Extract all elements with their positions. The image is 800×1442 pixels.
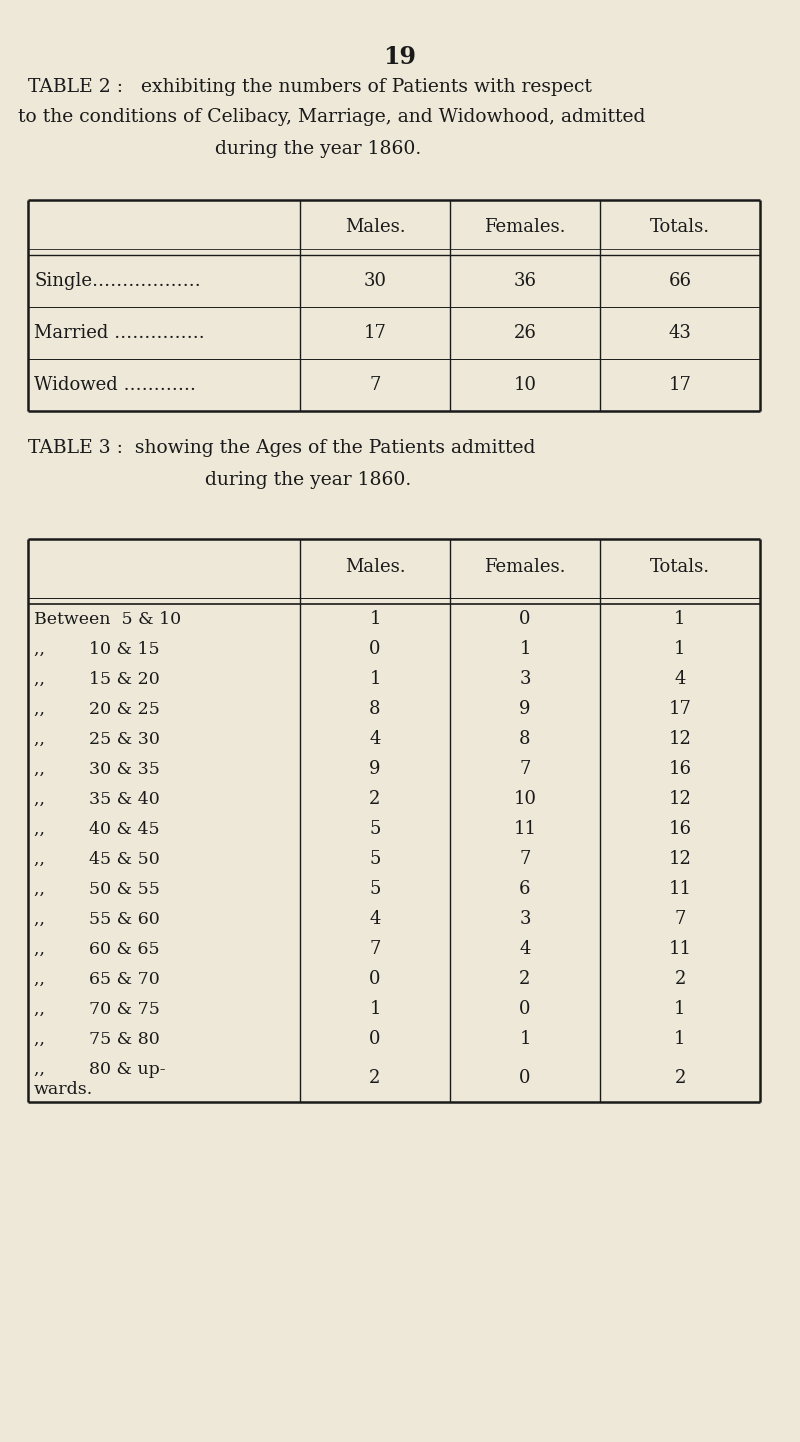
Text: Widowed …………: Widowed …………	[34, 376, 196, 394]
Text: 0: 0	[519, 999, 530, 1018]
Text: 0: 0	[370, 970, 381, 988]
Text: 7: 7	[674, 910, 686, 929]
Text: 6: 6	[519, 880, 530, 898]
Text: 8: 8	[519, 730, 530, 748]
Text: 5: 5	[370, 820, 381, 838]
Text: 12: 12	[669, 790, 691, 808]
Text: 1: 1	[519, 640, 530, 658]
Text: ,,        45 & 50: ,, 45 & 50	[34, 851, 160, 868]
Text: ,,        15 & 20: ,, 15 & 20	[34, 671, 160, 688]
Text: wards.: wards.	[34, 1080, 94, 1097]
Text: 43: 43	[669, 324, 691, 342]
Text: 0: 0	[519, 1069, 530, 1087]
Text: 16: 16	[669, 820, 691, 838]
Text: during the year 1860.: during the year 1860.	[215, 140, 422, 159]
Text: ,,        60 & 65: ,, 60 & 65	[34, 940, 160, 957]
Text: 3: 3	[519, 910, 530, 929]
Text: 19: 19	[383, 45, 417, 69]
Text: ,,        50 & 55: ,, 50 & 55	[34, 881, 160, 897]
Text: 36: 36	[514, 273, 537, 290]
Text: 9: 9	[519, 699, 530, 718]
Text: ,,        10 & 15: ,, 10 & 15	[34, 640, 160, 658]
Text: TABLE 2 :   exhibiting the numbers of Patients with respect: TABLE 2 : exhibiting the numbers of Pati…	[28, 78, 592, 97]
Text: ,,        35 & 40: ,, 35 & 40	[34, 790, 160, 808]
Text: 10: 10	[514, 376, 537, 394]
Text: 1: 1	[519, 1030, 530, 1048]
Text: Single………………: Single………………	[34, 273, 201, 290]
Text: Females.: Females.	[484, 558, 566, 577]
Text: 17: 17	[669, 699, 691, 718]
Text: 10: 10	[514, 790, 537, 808]
Text: 0: 0	[370, 640, 381, 658]
Text: 11: 11	[669, 940, 691, 957]
Text: to the conditions of Celibacy, Marriage, and Widowhood, admitted: to the conditions of Celibacy, Marriage,…	[18, 108, 646, 125]
Text: 1: 1	[674, 1030, 686, 1048]
Text: Married ……………: Married ……………	[34, 324, 205, 342]
Text: 17: 17	[669, 376, 691, 394]
Text: 5: 5	[370, 880, 381, 898]
Text: TABLE 3 :  showing the Ages of the Patients admitted: TABLE 3 : showing the Ages of the Patien…	[28, 438, 535, 457]
Text: 12: 12	[669, 849, 691, 868]
Text: 2: 2	[370, 1069, 381, 1087]
Text: 1: 1	[370, 671, 381, 688]
Text: ,,        75 & 80: ,, 75 & 80	[34, 1031, 160, 1047]
Text: ,,        40 & 45: ,, 40 & 45	[34, 820, 160, 838]
Text: 1: 1	[674, 640, 686, 658]
Text: Totals.: Totals.	[650, 558, 710, 577]
Text: 4: 4	[370, 730, 381, 748]
Text: 3: 3	[519, 671, 530, 688]
Text: 1: 1	[370, 999, 381, 1018]
Text: Males.: Males.	[345, 219, 406, 236]
Text: ,,        25 & 30: ,, 25 & 30	[34, 731, 160, 747]
Text: 2: 2	[370, 790, 381, 808]
Text: 1: 1	[370, 610, 381, 629]
Text: during the year 1860.: during the year 1860.	[205, 472, 411, 489]
Text: 4: 4	[519, 940, 530, 957]
Text: ,,        30 & 35: ,, 30 & 35	[34, 760, 160, 777]
Text: Females.: Females.	[484, 219, 566, 236]
Text: 8: 8	[370, 699, 381, 718]
Text: 5: 5	[370, 849, 381, 868]
Text: 7: 7	[370, 940, 381, 957]
Text: 11: 11	[669, 880, 691, 898]
Text: 17: 17	[363, 324, 386, 342]
Text: 9: 9	[370, 760, 381, 779]
Text: 7: 7	[519, 849, 530, 868]
Text: 7: 7	[370, 376, 381, 394]
Text: ,,        80 & up-: ,, 80 & up-	[34, 1061, 166, 1079]
Text: 16: 16	[669, 760, 691, 779]
Text: 0: 0	[519, 610, 530, 629]
Text: 2: 2	[674, 1069, 686, 1087]
Text: ,,        55 & 60: ,, 55 & 60	[34, 910, 160, 927]
Text: 0: 0	[370, 1030, 381, 1048]
Text: ,,        20 & 25: ,, 20 & 25	[34, 701, 160, 718]
Text: 2: 2	[519, 970, 530, 988]
Text: Between  5 & 10: Between 5 & 10	[34, 610, 181, 627]
Text: Totals.: Totals.	[650, 219, 710, 236]
Text: 4: 4	[370, 910, 381, 929]
Text: ,,        65 & 70: ,, 65 & 70	[34, 970, 160, 988]
Text: 7: 7	[519, 760, 530, 779]
Text: 26: 26	[514, 324, 537, 342]
Text: 2: 2	[674, 970, 686, 988]
Text: 66: 66	[669, 273, 691, 290]
Text: 4: 4	[674, 671, 686, 688]
Text: 11: 11	[514, 820, 537, 838]
Text: ,,        70 & 75: ,, 70 & 75	[34, 1001, 160, 1018]
Text: 1: 1	[674, 610, 686, 629]
Text: 30: 30	[363, 273, 386, 290]
Text: 1: 1	[674, 999, 686, 1018]
Text: Males.: Males.	[345, 558, 406, 577]
Text: 12: 12	[669, 730, 691, 748]
